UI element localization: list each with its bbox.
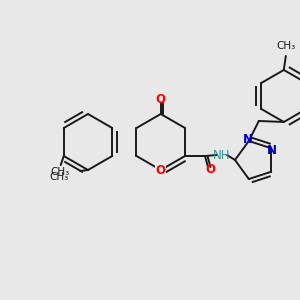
Text: CH₃: CH₃ [51,167,70,177]
Text: O: O [156,92,166,106]
Text: O: O [156,164,166,176]
Text: CH₃: CH₃ [49,172,68,182]
Text: NH: NH [213,148,231,161]
Text: O: O [205,163,215,176]
Text: CH₃: CH₃ [276,41,296,51]
Text: N: N [243,134,253,146]
Text: N: N [267,144,277,157]
